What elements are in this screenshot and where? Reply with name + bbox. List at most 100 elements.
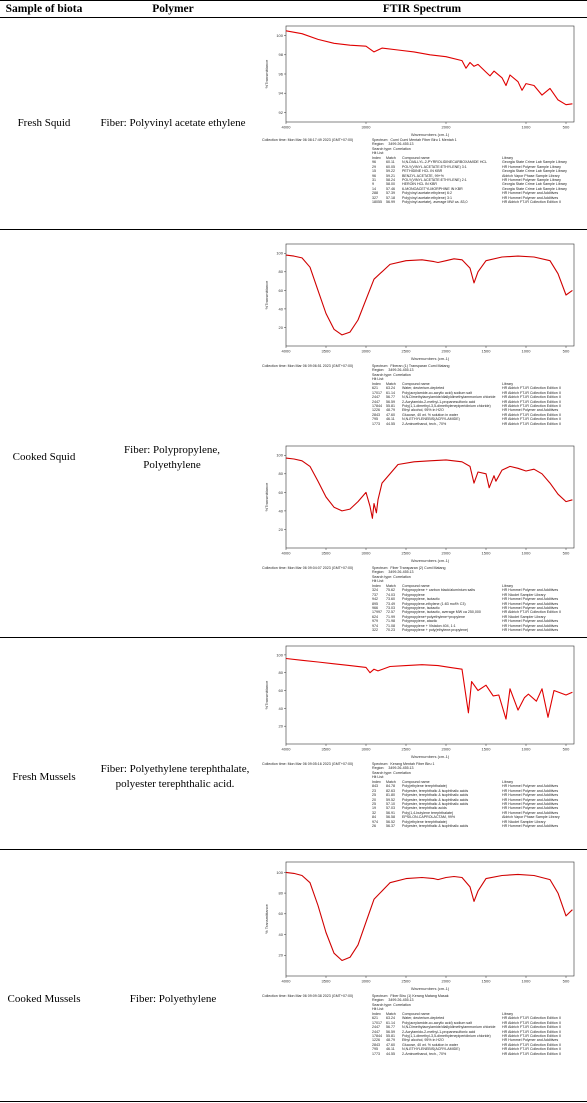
hit-list-cell: 63.24: [386, 386, 395, 391]
x-tick-label: 1000: [522, 979, 532, 984]
hit-list-cell: 23: [372, 788, 376, 793]
y-axis-label: %Transmittance: [264, 280, 269, 310]
hit-list-cell: Poly(vinyl acetate), average MW ca. 83,0: [402, 200, 468, 204]
hit-list-cell: 843: [372, 784, 378, 789]
hit-list-cell: Library: [502, 780, 513, 784]
hit-list-cell: Water, deuterium-depleted: [402, 386, 445, 391]
y-axis-label: %Transmittance: [264, 59, 269, 89]
header-spectrum: FTIR Spectrum: [382, 3, 462, 15]
y-tick-label: 80: [279, 670, 284, 675]
hit-list-cell: 57.39: [386, 191, 395, 196]
y-tick-label: 60: [279, 688, 284, 693]
hit-list-cell: 57.18: [386, 195, 395, 200]
hit-list-cell: 974: [372, 623, 378, 628]
hit-list-cell: HR Aldrich FT-IR Collection Edition II: [502, 1025, 561, 1030]
row-rule: [0, 637, 587, 638]
hit-list-cell: 2447: [372, 399, 380, 404]
y-tick-label: 20: [279, 953, 284, 958]
hit-list-cell: Index: [372, 584, 381, 588]
hit-list-cell: Polypropylene, isotactic: [402, 606, 440, 610]
hit-list-cell: HR Aldrich FT-IR Collection Edition II: [502, 1020, 561, 1025]
y-tick-label: 94: [279, 91, 284, 96]
hit-list-cell: 73.03: [386, 606, 395, 610]
table-top-rule: [0, 0, 587, 1]
hit-list-cell: HR Aldrich FT-IR Collection Edition II: [502, 1016, 561, 1021]
plot-frame: [285, 645, 575, 745]
hit-list-cell: HR Hummel Polymer and Additives: [502, 1038, 559, 1043]
hit-list-cell: N,N-DIALLYL-2-PYRROLIDINECARBOXAMIDE HCL: [402, 160, 488, 165]
y-tick-label: 20: [279, 325, 284, 330]
hit-list-cell: 47.60: [386, 412, 395, 417]
biota-cell: Cooked Squid: [12, 451, 76, 463]
hit-list-cell: Water, deuterium-depleted: [402, 1016, 445, 1021]
y-tick-label: 100: [276, 453, 283, 458]
y-tick-label: 98: [279, 52, 284, 57]
hit-list-cell: 56.77: [386, 1025, 395, 1030]
x-tick-label: 2500: [402, 551, 412, 556]
hit-list-cell: 73.60: [386, 597, 395, 602]
hit-list-cell: EPSILON-CAPROLACTAM, 99%: [402, 815, 456, 820]
spectrum-report: Collection time: Mon Mar 06 09:05:16 202…: [262, 762, 582, 844]
search-header: Spectrum: Kerang Mentah Fiber Biru 1 Reg…: [372, 762, 435, 780]
hit-list-cell: N,N-Dimethylacrylamide/diallyldimethylam…: [402, 1025, 496, 1030]
collection-time: Collection time: Mon Mar 06 09:04:07 202…: [262, 566, 354, 570]
table-row: Cooked Mussels Fiber: Polyethylene 4000 3…: [0, 850, 587, 1100]
hit-list-cell: HR Aldrich FT-IR Collection Edition II: [502, 417, 561, 422]
hit-list-cell: HR Hummel Polymer and Additives: [502, 824, 559, 828]
hit-list-cell: 2447: [372, 395, 380, 400]
table-bottom-rule: [0, 1101, 587, 1102]
hit-list-cell: 18055: [372, 200, 382, 204]
hit-list-cell: 58.24: [386, 178, 395, 182]
hit-list-cell: Poly(vinyl acetate:ethylene) 6:2: [402, 191, 452, 196]
hit-list-cell: Compound name: [402, 156, 430, 160]
x-tick-label: 4000: [282, 349, 292, 354]
spectrum-line: [285, 254, 573, 336]
hit-list-cell: 58.00: [386, 182, 395, 187]
plot-frame: [285, 243, 575, 347]
hit-list-cell: 322: [372, 628, 378, 632]
y-axis-label: %Transmittance: [264, 482, 269, 512]
hit-list-cell: 17997: [372, 610, 382, 615]
hit-list-cell: HR Aldrich FT-IR Collection Edition II: [502, 200, 561, 204]
hit-list-cell: 48.79: [386, 1038, 395, 1043]
hit-list-cell: Georgia State Crime Lab Sample Library: [502, 186, 567, 191]
hit-list-cell: 621: [372, 386, 378, 391]
ftir-spectrum-chart: 4000 3500 3000 2500 2000 1500 1000 500 20 40 60 80 1…: [264, 645, 575, 759]
hit-list-cell: 61.14: [386, 1020, 395, 1025]
hit-list-cell: Polyester, terephthalic & isophthalic ac…: [402, 802, 469, 806]
hit-list-cell: 59.52: [386, 797, 395, 802]
plot-frame: [285, 861, 575, 977]
hit-list-cell: 56.77: [386, 395, 395, 400]
hit-list-cell: Library: [502, 1012, 513, 1016]
hit-list-cell: POLY(VINYL ACETATE:ETHYLENE) 2:1: [402, 178, 467, 182]
hit-list-cell: HR Hummel Polymer Sample Library: [502, 164, 561, 169]
hit-list-cell: 71.99: [386, 614, 395, 619]
hit-list-cell: HR Hummel Polymer and Additives: [502, 784, 559, 789]
hit-list-cell: HR Nicolet Sampler Library: [502, 614, 546, 619]
ftir-spectrum-chart: 4000 3500 3000 2500 2000 1500 1000 500 20 40 60 80 1…: [264, 861, 575, 991]
hit-list-cell: 57.03: [386, 806, 395, 811]
hit-list-cell: 96: [372, 160, 376, 165]
hit-list-cell: 63.24: [386, 1016, 395, 1021]
row-rule: [0, 229, 587, 230]
hit-list-cell: 1773: [372, 1051, 380, 1056]
hit-list-cell: Aldrich Vapor Phase Sample Library: [502, 815, 560, 820]
hit-list-cell: HR Hummel Polymer Sample Library: [502, 178, 561, 182]
hit-list-cell: 327: [372, 195, 378, 200]
hit-list-cell: 1226: [372, 1038, 380, 1043]
hit-list-cell: Polyester, terephthalic & isophthalic ac…: [402, 824, 469, 828]
hit-list-cell: 966: [372, 606, 378, 610]
hit-list-cell: 59.21: [386, 173, 395, 178]
hit-list-cell: Match: [386, 1012, 396, 1016]
x-axis-label: Wavenumbers (cm-1): [411, 558, 450, 563]
hit-list-cell: HR Aldrich FT-IR Collection Edition II: [502, 1029, 561, 1034]
hit-list-cell: 46.11: [386, 417, 395, 422]
hit-list-cell: Polypropylene+polyethylene+propylene: [402, 614, 465, 619]
x-tick-label: 500: [563, 979, 570, 984]
hit-list-cell: 60.05: [386, 164, 395, 169]
x-tick-label: 3500: [322, 551, 332, 556]
hit-list-cell: 2447: [372, 1029, 380, 1034]
hit-list-cell: Glucose, 40 wt. % solution in water: [402, 412, 458, 417]
spectrum-line: [285, 30, 573, 106]
